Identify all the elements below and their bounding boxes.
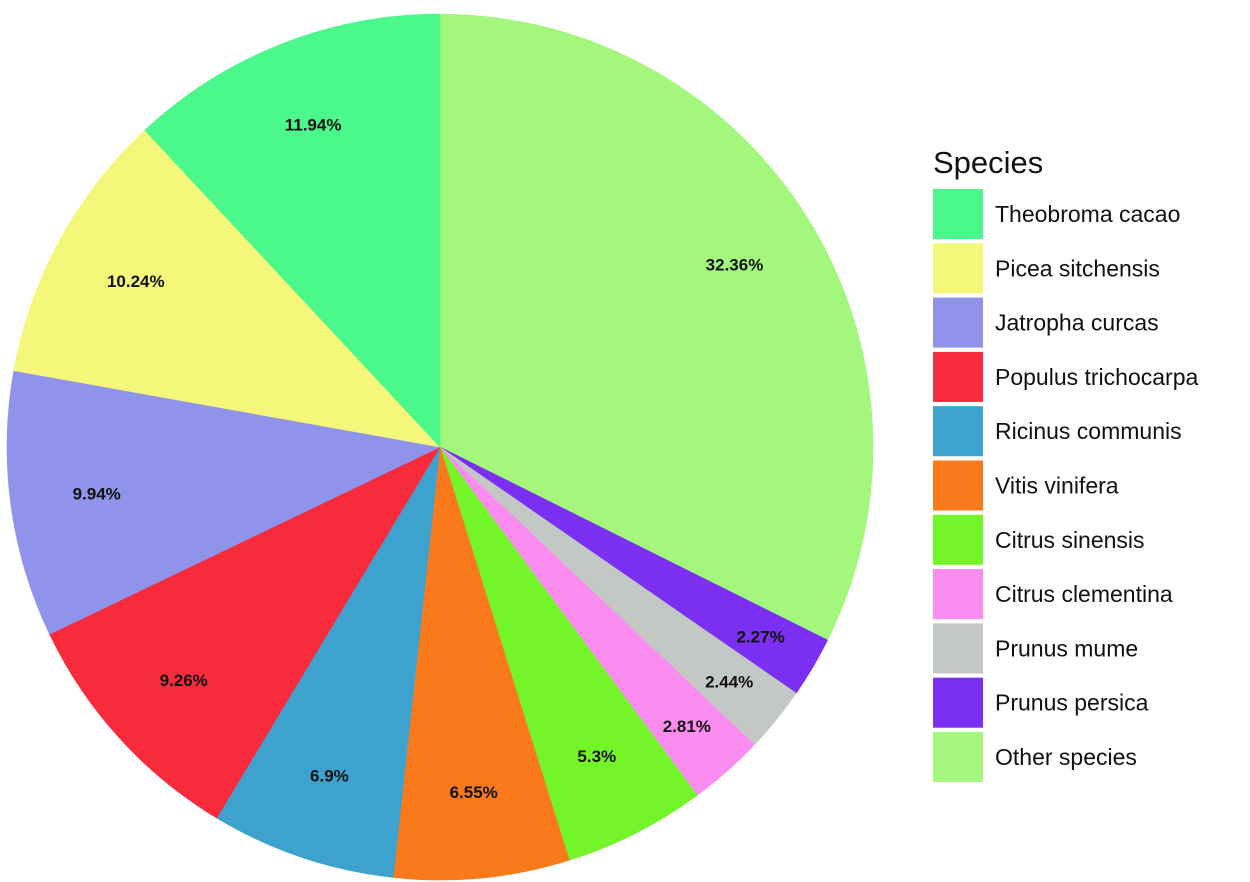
legend-label-picea-sitchensis: Picea sitchensis <box>995 255 1160 281</box>
legend-label-vitis-vinifera: Vitis vinifera <box>995 473 1119 499</box>
legend-label-other-species: Other species <box>995 744 1137 770</box>
legend-label-prunus-persica: Prunus persica <box>995 690 1149 716</box>
legend-swatch-citrus-clementina <box>933 569 983 620</box>
legend-swatch-populus-trichocarpa <box>933 351 983 402</box>
legend-swatch-other-species <box>933 732 983 782</box>
legend-swatch-vitis-vinifera <box>933 460 983 511</box>
pie-slices <box>6 13 874 881</box>
pie-slice-ricinus-communis <box>216 446 441 878</box>
pie-slice-citrus-sinensis <box>439 446 698 861</box>
legend-swatch-prunus-mume <box>933 623 983 674</box>
legend-label-theobroma-cacao: Theobroma cacao <box>995 201 1180 227</box>
legend-label-jatropha-curcas: Jatropha curcas <box>995 310 1159 336</box>
slice-label-theobroma-cacao: 11.94% <box>285 116 342 135</box>
legend-swatch-ricinus-communis <box>933 406 983 457</box>
legend-swatch-jatropha-curcas <box>933 297 983 348</box>
legend-swatch-theobroma-cacao <box>933 189 983 239</box>
slice-label-citrus-sinensis: 5.3% <box>577 747 616 766</box>
slice-label-vitis-vinifera: 6.55% <box>450 783 498 802</box>
legend-swatch-picea-sitchensis <box>933 243 983 294</box>
legend-swatch-prunus-persica <box>933 677 983 728</box>
pie-labels: 32.36% 2.27% 2.44% 2.81% 5.3% 6.55% 6.9% 9.26% 9… <box>73 116 785 802</box>
legend-items: Theobroma cacao Picea sitchensis Jatropha … <box>933 189 1198 782</box>
slice-label-prunus-persica: 2.27% <box>736 627 784 646</box>
legend-swatch-citrus-sinensis <box>933 514 983 565</box>
pie-slice-jatropha-curcas <box>6 370 441 635</box>
pie-slice-vitis-vinifera <box>392 446 570 881</box>
legend-label-citrus-clementina: Citrus clementina <box>995 581 1173 607</box>
slice-label-ricinus-communis: 6.9% <box>310 766 349 785</box>
slice-label-populus-trichocarpa: 9.26% <box>160 671 208 690</box>
slice-label-other-species: 32.36% <box>706 256 764 275</box>
slice-label-picea-sitchensis: 10.24% <box>107 272 165 291</box>
legend-label-populus-trichocarpa: Populus trichocarpa <box>995 364 1198 390</box>
legend-label-citrus-sinensis: Citrus sinensis <box>995 527 1145 553</box>
slice-label-jatropha-curcas: 9.94% <box>73 485 121 504</box>
legend-label-ricinus-communis: Ricinus communis <box>995 418 1182 444</box>
pie-slice-theobroma-cacao <box>144 13 441 448</box>
legend-title: Species <box>933 145 1043 180</box>
pie-slice-populus-trichocarpa <box>49 446 441 819</box>
slice-label-prunus-mume: 2.44% <box>705 673 753 692</box>
slice-label-citrus-clementina: 2.81% <box>663 717 711 736</box>
legend-label-prunus-mume: Prunus mume <box>995 635 1138 661</box>
pie-slice-other-species <box>439 13 874 641</box>
legend: Species Theobroma cacao Picea sitchensis J… <box>933 145 1198 782</box>
pie-slice-picea-sitchensis <box>13 129 441 448</box>
